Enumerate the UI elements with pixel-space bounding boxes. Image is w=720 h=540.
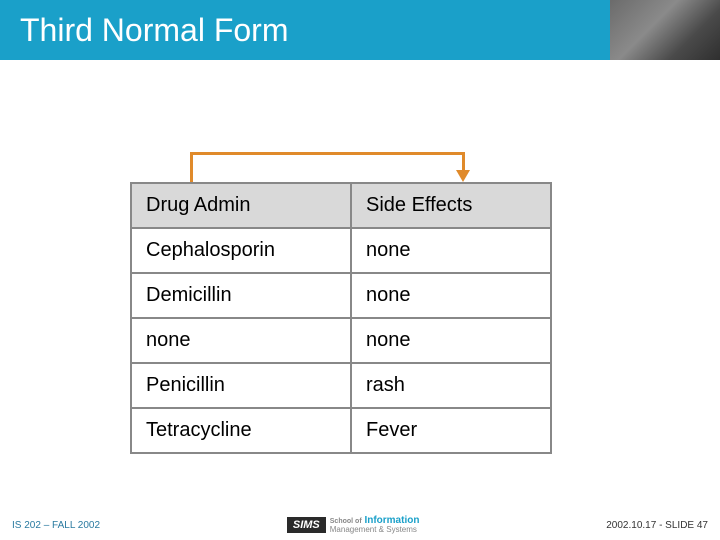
bracket-right-line [462, 152, 465, 172]
slide-content: Drug Admin Side Effects Cephalosporin no… [0, 60, 720, 500]
cell-effect: none [351, 228, 551, 273]
footer-date-slide: 2002.10.17 - SLIDE 47 [606, 520, 708, 531]
table-row: Cephalosporin none [131, 228, 551, 273]
table-row: Demicillin none [131, 273, 551, 318]
cell-drug: none [131, 318, 351, 363]
sims-logo-badge: SIMS [287, 517, 326, 533]
table-header-row: Drug Admin Side Effects [131, 183, 551, 228]
cell-drug: Demicillin [131, 273, 351, 318]
bracket-top-line [190, 152, 465, 155]
footer-course-label: IS 202 – FALL 2002 [12, 520, 100, 531]
cell-effect: rash [351, 363, 551, 408]
cell-effect: none [351, 273, 551, 318]
sims-logo-text: School of School of InformationInformati… [330, 516, 420, 534]
column-header-side-effects: Side Effects [351, 183, 551, 228]
cell-drug: Cephalosporin [131, 228, 351, 273]
logo-line2: Management & Systems [330, 526, 420, 534]
column-header-drug-admin: Drug Admin [131, 183, 351, 228]
cell-drug: Penicillin [131, 363, 351, 408]
slide-footer: IS 202 – FALL 2002 SIMS School of School… [0, 510, 720, 540]
table-row: Penicillin rash [131, 363, 551, 408]
cell-drug: Tetracycline [131, 408, 351, 453]
bracket-arrow-icon [456, 170, 470, 182]
cell-effect: Fever [351, 408, 551, 453]
drug-side-effects-table: Drug Admin Side Effects Cephalosporin no… [130, 182, 552, 454]
table-row: none none [131, 318, 551, 363]
header-decorative-image [610, 0, 720, 60]
title-bar: Third Normal Form [0, 0, 720, 60]
table-row: Tetracycline Fever [131, 408, 551, 453]
bracket-left-line [190, 152, 193, 182]
page-title: Third Normal Form [20, 12, 288, 49]
footer-logo: SIMS School of School of InformationInfo… [287, 516, 420, 534]
cell-effect: none [351, 318, 551, 363]
dependency-bracket [190, 152, 465, 182]
